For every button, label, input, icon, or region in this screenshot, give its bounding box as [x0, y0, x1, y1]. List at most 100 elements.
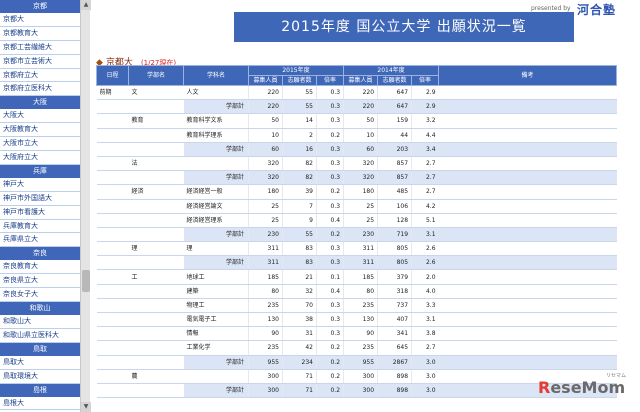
capacity-2015-cell: 180 — [248, 184, 283, 200]
resemom-watermark: ReseMom — [538, 378, 626, 397]
schedule-cell: 前期 — [96, 85, 129, 101]
table-row: 農 300 71 0.2 300 898 3.0 — [96, 369, 617, 384]
applicants-2014-cell: 647 — [377, 99, 412, 115]
sidebar-university-link[interactable]: 和歌山大 — [0, 315, 80, 329]
capacity-2014-cell: 220 — [343, 99, 378, 115]
subtotal-row: 学部計 60 16 0.3 60 203 3.4 — [96, 142, 617, 157]
sidebar-university-link[interactable]: 大阪教育大 — [0, 123, 80, 138]
applicants-2014-cell: 106 — [377, 199, 412, 214]
capacity-2014-cell: 311 — [343, 241, 378, 257]
capacity-2014-cell: 25 — [343, 213, 378, 228]
table-row: 教育 教育科学文系 50 14 0.3 50 159 3.2 — [96, 113, 617, 129]
schedule-cell — [96, 369, 129, 384]
sidebar-university-link[interactable]: 島根大 — [0, 397, 80, 411]
sidebar-university-link[interactable]: 京都府立大 — [0, 69, 80, 83]
ratio-2014-cell: 2.7 — [411, 340, 439, 356]
sidebar-university-link[interactable]: 京都市立芸術大 — [0, 55, 80, 69]
ratio-2014-cell: 2.7 — [411, 170, 439, 186]
schedule-cell — [96, 128, 129, 143]
capacity-2015-cell: 320 — [248, 156, 283, 172]
sidebar-university-link[interactable]: 鳥取環境大 — [0, 370, 80, 384]
dept-cell: 教育科学文系 — [183, 113, 249, 129]
ratio-2014-cell: 2.9 — [411, 85, 439, 101]
sidebar-university-link[interactable]: 京都大 — [0, 13, 80, 27]
applicants-2015-cell: 9 — [282, 213, 317, 228]
ratio-2014-cell: 3.8 — [411, 326, 439, 342]
capacity-2014-cell: 185 — [343, 269, 378, 285]
ratio-2014-cell: 4.4 — [411, 128, 439, 143]
ratio-2015-cell: 0.3 — [315, 85, 344, 101]
applicants-2014-cell: 318 — [377, 284, 412, 299]
university-name: 京都大 — [105, 58, 133, 68]
ratio-2014-cell: 2.7 — [411, 156, 439, 172]
schedule-cell — [96, 241, 129, 257]
note-cell — [438, 227, 617, 243]
sidebar-university-link[interactable]: 神戸市看護大 — [0, 206, 80, 220]
schedule-cell — [96, 170, 129, 186]
faculty-cell — [128, 227, 184, 243]
capacity-2014-cell: 300 — [343, 369, 378, 384]
faculty-cell — [128, 340, 184, 356]
sidebar-university-link[interactable]: 兵庫教育大 — [0, 220, 80, 234]
sidebar-university-link[interactable]: 鳥取大 — [0, 356, 80, 370]
ratio-2015-cell: 0.2 — [315, 369, 344, 384]
sidebar-university-link[interactable]: 大阪大 — [0, 109, 80, 124]
capacity-2015-cell: 80 — [248, 284, 283, 299]
subtotal-row: 学部計 320 82 0.3 320 857 2.7 — [96, 170, 617, 186]
sidebar-university-link[interactable]: 奈良県立大 — [0, 274, 80, 289]
sidebar-university-link[interactable]: 奈良女子大 — [0, 288, 80, 303]
schedule-cell — [96, 298, 129, 314]
sidebar-university-link[interactable]: 和歌山県立医科大 — [0, 329, 80, 343]
brand-logo[interactable]: 河合塾 — [577, 3, 617, 17]
capacity-2015-cell: 230 — [248, 227, 283, 243]
capacity-2014-cell: 130 — [343, 312, 378, 328]
scroll-down-arrow-icon[interactable]: ▼ — [81, 402, 91, 412]
note-cell — [438, 85, 617, 101]
applicants-2014-cell: 805 — [377, 255, 412, 271]
ratio-2014-cell: 3.3 — [411, 298, 439, 314]
faculty-cell: 教育 — [128, 113, 184, 129]
sidebar-university-link[interactable]: 神戸大 — [0, 178, 80, 192]
sidebar-university-link[interactable]: 神戸市外国語大 — [0, 192, 80, 206]
ratio-2014-cell: 3.0 — [411, 369, 439, 384]
sidebar-university-link[interactable]: 兵庫県立大 — [0, 233, 80, 248]
sidebar-university-link[interactable]: 大阪市立大 — [0, 137, 80, 152]
capacity-2014-cell: 90 — [343, 326, 378, 342]
note-cell — [438, 241, 617, 257]
scroll-thumb[interactable] — [82, 270, 90, 292]
dept-cell: 経済経営一般 — [183, 184, 249, 200]
capacity-2015-cell: 220 — [248, 99, 283, 115]
sidebar-university-link[interactable]: 京都工芸繊維大 — [0, 41, 80, 55]
col-applicants-2014: 志願者数 — [377, 75, 413, 86]
applicants-2015-cell: 70 — [282, 298, 317, 314]
applicants-2014-cell: 44 — [377, 128, 412, 143]
sidebar-university-link[interactable]: 大阪府立大 — [0, 151, 80, 165]
capacity-2014-cell: 300 — [343, 383, 378, 399]
schedule-cell — [96, 184, 129, 200]
sidebar-university-link[interactable]: 京都教育大 — [0, 27, 80, 41]
capacity-2015-cell: 235 — [248, 298, 283, 314]
schedule-cell — [96, 99, 129, 115]
faculty-cell — [128, 284, 184, 299]
sidebar-university-link[interactable]: 奈良教育大 — [0, 260, 80, 275]
dept-cell: 教育科学理系 — [183, 128, 249, 143]
applicants-2015-cell: 71 — [282, 369, 317, 384]
sidebar-university-link[interactable]: 京都府立医科大 — [0, 82, 80, 97]
dept-cell — [183, 156, 249, 172]
ratio-2015-cell: 0.2 — [315, 355, 344, 370]
ratio-2015-cell: 0.2 — [315, 227, 344, 243]
sidebar-region-header: 兵庫 — [0, 164, 80, 178]
ratio-2014-cell: 2.6 — [411, 241, 439, 257]
col-capacity-2014: 募集人員 — [343, 75, 379, 86]
vertical-scrollbar[interactable]: ▲ ▼ — [80, 0, 91, 412]
subtotal-row: 学部計 220 55 0.3 220 647 2.9 — [96, 99, 617, 115]
schedule-cell — [96, 284, 129, 299]
ratio-2015-cell: 0.3 — [315, 113, 344, 129]
capacity-2015-cell: 235 — [248, 340, 283, 356]
scroll-up-arrow-icon[interactable]: ▲ — [81, 0, 91, 10]
capacity-2015-cell: 220 — [248, 85, 283, 101]
applicants-2014-cell: 737 — [377, 298, 412, 314]
sidebar: 京都 京都大 京都教育大 京都工芸繊維大 京都市立芸術大 京都府立大 京都府立医科大 大阪 大阪… — [0, 0, 80, 412]
applicants-2015-cell: 55 — [282, 85, 317, 101]
schedule-cell — [96, 269, 129, 285]
